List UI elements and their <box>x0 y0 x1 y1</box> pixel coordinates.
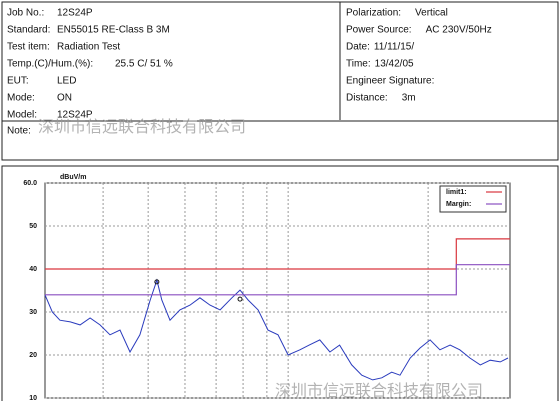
field-label: Engineer Signature: <box>346 76 434 87</box>
field-label: Date: <box>346 42 370 53</box>
limit-line <box>45 238 510 270</box>
field-label: Job No.: <box>7 8 44 19</box>
field-value: 25.5 C/ 51 % <box>115 59 173 70</box>
field-value: LED <box>57 76 76 87</box>
watermark: 深圳市信远联合科技有限公司 <box>275 382 483 400</box>
field-label: Mode: <box>7 93 35 104</box>
y-tick-label: 40 <box>29 266 37 273</box>
field-value: Vertical <box>415 8 448 19</box>
field-label: Distance: <box>346 93 388 104</box>
note: Note: <box>7 126 31 137</box>
field-label: EUT: <box>7 76 29 87</box>
y-axis-label: dBuV/m <box>60 174 86 181</box>
field-value: AC 230V/50Hz <box>426 25 492 36</box>
field-value: ON <box>57 93 72 104</box>
chart-box <box>1 165 559 401</box>
field-label: Temp.(C)/Hum.(%): <box>7 59 93 70</box>
field-label: Polarization: <box>346 8 401 19</box>
field-label: Test item: <box>7 42 50 53</box>
plot-area <box>44 182 511 399</box>
field-label: Time: <box>346 59 371 70</box>
field-value: 12S24P <box>57 110 93 121</box>
y-tick-label: 60.0 <box>23 180 37 187</box>
field-value: 11/11/15/ <box>374 42 414 53</box>
limit-line <box>45 264 510 296</box>
y-tick-label: 30 <box>29 309 37 316</box>
peak-marker <box>237 296 243 302</box>
field-value: 12S24P <box>57 8 93 19</box>
field-label: Power Source: <box>346 25 412 36</box>
field-value: Radiation Test <box>57 42 120 53</box>
legend <box>439 185 507 213</box>
field-label: Model: <box>7 110 37 121</box>
header-box <box>1 1 559 161</box>
field-value: EN55015 RE-Class B 3M <box>57 25 170 36</box>
legend-label: Margin: <box>446 201 471 208</box>
field-value: 3m <box>402 93 416 104</box>
y-tick-label: 50 <box>29 223 37 230</box>
legend-label: limit1: <box>446 189 467 196</box>
peak-marker <box>154 279 160 285</box>
watermark: 深圳市信远联合科技有限公司 <box>38 118 246 136</box>
field-label: Standard: <box>7 25 50 36</box>
trace <box>44 278 509 381</box>
y-tick-label: 10 <box>29 395 37 401</box>
y-tick-label: 20 <box>29 352 37 359</box>
field-value: 13/42/05 <box>375 59 414 70</box>
